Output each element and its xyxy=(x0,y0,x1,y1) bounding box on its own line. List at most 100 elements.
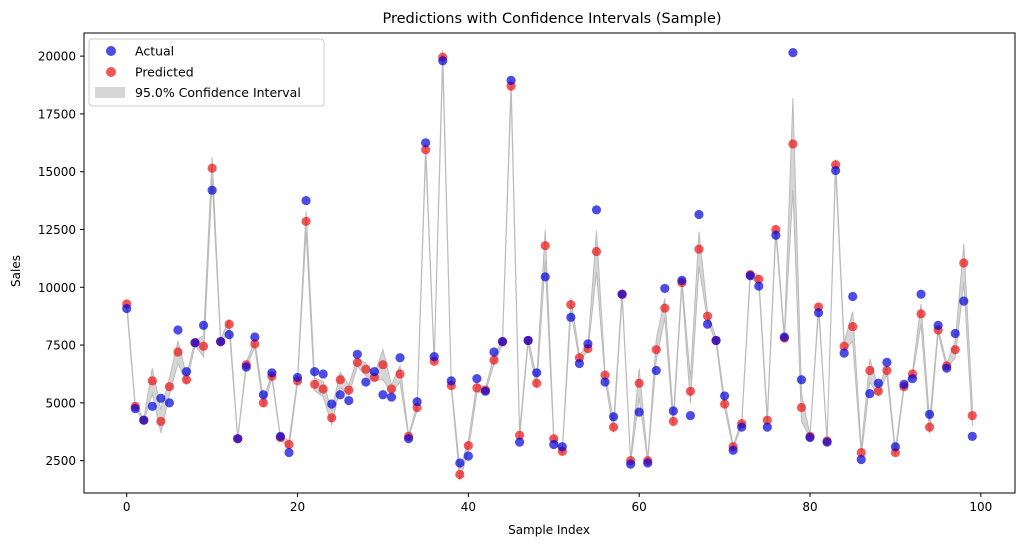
predicted-point xyxy=(532,378,542,388)
actual-point xyxy=(831,165,841,176)
predicted-point xyxy=(634,378,644,388)
actual-point xyxy=(335,390,345,400)
actual-point xyxy=(574,358,584,369)
confidence-interval-area xyxy=(126,50,973,481)
actual-point xyxy=(626,459,636,469)
actual-point xyxy=(779,332,789,342)
actual-point xyxy=(583,339,593,349)
actual-point xyxy=(284,447,294,458)
predicted-point xyxy=(873,386,883,396)
y-tick-label: 5000 xyxy=(45,396,76,410)
predicted-point xyxy=(967,410,977,421)
predicted-point xyxy=(395,369,405,379)
actual-point xyxy=(549,439,559,450)
actual-point xyxy=(506,75,516,85)
actual-point xyxy=(455,458,465,468)
actual-point xyxy=(728,445,738,455)
predicted-point xyxy=(796,402,807,413)
actual-point xyxy=(532,368,542,378)
predicted-point xyxy=(361,364,371,374)
actual-point xyxy=(318,369,328,379)
actual-series xyxy=(122,48,977,469)
actual-point xyxy=(771,230,781,240)
actual-point xyxy=(216,336,226,347)
predicted-point xyxy=(181,375,192,385)
predicted-point xyxy=(250,339,260,349)
predicted-point xyxy=(685,386,696,396)
actual-point xyxy=(890,442,901,452)
actual-point xyxy=(660,283,670,294)
actual-point xyxy=(899,379,909,389)
axes xyxy=(83,32,1016,494)
actual-point xyxy=(873,378,883,388)
predicted-point xyxy=(335,375,345,385)
actual-point xyxy=(737,422,747,432)
predicted-point xyxy=(608,422,619,432)
actual-point xyxy=(882,357,892,367)
actual-point xyxy=(643,458,653,468)
predicted-series xyxy=(122,52,977,480)
actual-point xyxy=(421,138,431,148)
predicted-point xyxy=(788,139,798,149)
actual-point xyxy=(924,409,935,420)
actual-point xyxy=(967,431,977,441)
actual-point xyxy=(198,320,209,331)
actual-point xyxy=(745,271,755,281)
x-tick-label: 80 xyxy=(802,500,817,514)
predicted-point xyxy=(258,398,268,408)
predicted-point xyxy=(515,430,525,440)
predicted-point xyxy=(455,469,465,480)
x-tick-label: 20 xyxy=(290,500,305,514)
predicted-point xyxy=(489,355,499,365)
y-tick-label: 10000 xyxy=(38,281,76,295)
actual-point xyxy=(848,291,858,302)
predicted-point xyxy=(566,300,576,310)
x-tick-label: 100 xyxy=(969,500,992,514)
predicted-point xyxy=(702,311,713,321)
y-tick-label: 7500 xyxy=(45,339,76,353)
legend-actual-label: Actual xyxy=(135,44,174,59)
y-axis-ticks: 2500 5000 7500 10000 12500 15000 17500 20000 xyxy=(38,50,84,468)
legend-predicted-marker xyxy=(106,67,116,77)
actual-point xyxy=(856,454,866,465)
x-axis-label: Sample Index xyxy=(508,523,590,537)
actual-point xyxy=(173,325,183,335)
actual-point xyxy=(327,399,337,409)
actual-point xyxy=(515,437,525,447)
actual-point xyxy=(190,338,200,348)
actual-point xyxy=(139,415,149,425)
actual-point xyxy=(959,296,969,306)
actual-point xyxy=(164,398,175,408)
actual-point xyxy=(480,386,491,396)
actual-point xyxy=(122,303,132,314)
actual-point xyxy=(566,312,576,322)
chart-title: Predictions with Confidence Intervals (S… xyxy=(382,11,721,27)
actual-point xyxy=(617,289,627,299)
actual-point xyxy=(796,375,807,385)
predicted-point xyxy=(344,385,354,395)
predicted-point xyxy=(386,384,397,394)
actual-point xyxy=(685,410,696,421)
actual-point xyxy=(591,205,602,215)
predicted-point xyxy=(198,341,209,351)
y-tick-label: 20000 xyxy=(38,50,76,64)
actual-point xyxy=(386,392,397,402)
actual-point xyxy=(130,404,140,414)
actual-point xyxy=(250,332,260,342)
actual-point xyxy=(438,56,448,66)
predicted-point xyxy=(318,384,328,394)
actual-point xyxy=(369,367,380,377)
legend-ci-label: 95.0% Confidence Interval xyxy=(135,85,301,100)
predicted-point xyxy=(352,357,362,367)
actual-point xyxy=(489,347,499,357)
y-tick-label: 2500 xyxy=(45,454,76,468)
actual-point xyxy=(310,367,320,377)
predicted-point xyxy=(472,383,482,393)
actual-point xyxy=(916,289,926,299)
legend-actual-marker xyxy=(106,46,116,56)
y-tick-label: 17500 xyxy=(38,107,76,121)
legend-predicted-label: Predicted xyxy=(135,65,194,80)
predicted-point xyxy=(719,399,730,409)
plot-frame xyxy=(83,32,1016,494)
predicted-point xyxy=(173,347,183,357)
